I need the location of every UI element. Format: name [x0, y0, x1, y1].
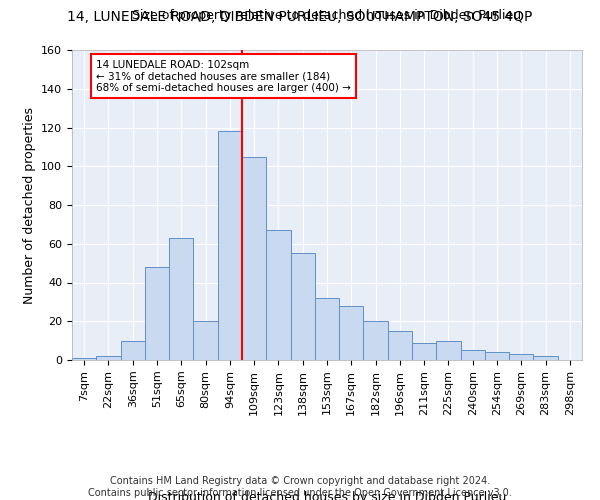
Bar: [509, 354, 533, 360]
Bar: [218, 132, 242, 360]
Bar: [266, 230, 290, 360]
Bar: [169, 238, 193, 360]
Bar: [485, 352, 509, 360]
Bar: [412, 342, 436, 360]
X-axis label: Distribution of detached houses by size in Dibden Purlieu: Distribution of detached houses by size …: [148, 491, 506, 500]
Bar: [121, 340, 145, 360]
Text: 14 LUNEDALE ROAD: 102sqm
← 31% of detached houses are smaller (184)
68% of semi-: 14 LUNEDALE ROAD: 102sqm ← 31% of detach…: [96, 60, 351, 93]
Bar: [388, 331, 412, 360]
Bar: [339, 306, 364, 360]
Title: Size of property relative to detached houses in Dibden Purlieu: Size of property relative to detached ho…: [133, 10, 521, 22]
Bar: [315, 298, 339, 360]
Bar: [193, 322, 218, 360]
Bar: [242, 156, 266, 360]
Bar: [72, 358, 96, 360]
Bar: [533, 356, 558, 360]
Bar: [436, 340, 461, 360]
Text: 14, LUNEDALE ROAD, DIBDEN PURLIEU, SOUTHAMPTON, SO45 4QP: 14, LUNEDALE ROAD, DIBDEN PURLIEU, SOUTH…: [67, 10, 533, 24]
Bar: [364, 322, 388, 360]
Bar: [96, 356, 121, 360]
Bar: [461, 350, 485, 360]
Text: Contains HM Land Registry data © Crown copyright and database right 2024.
Contai: Contains HM Land Registry data © Crown c…: [88, 476, 512, 498]
Bar: [145, 267, 169, 360]
Bar: [290, 254, 315, 360]
Y-axis label: Number of detached properties: Number of detached properties: [23, 106, 35, 304]
